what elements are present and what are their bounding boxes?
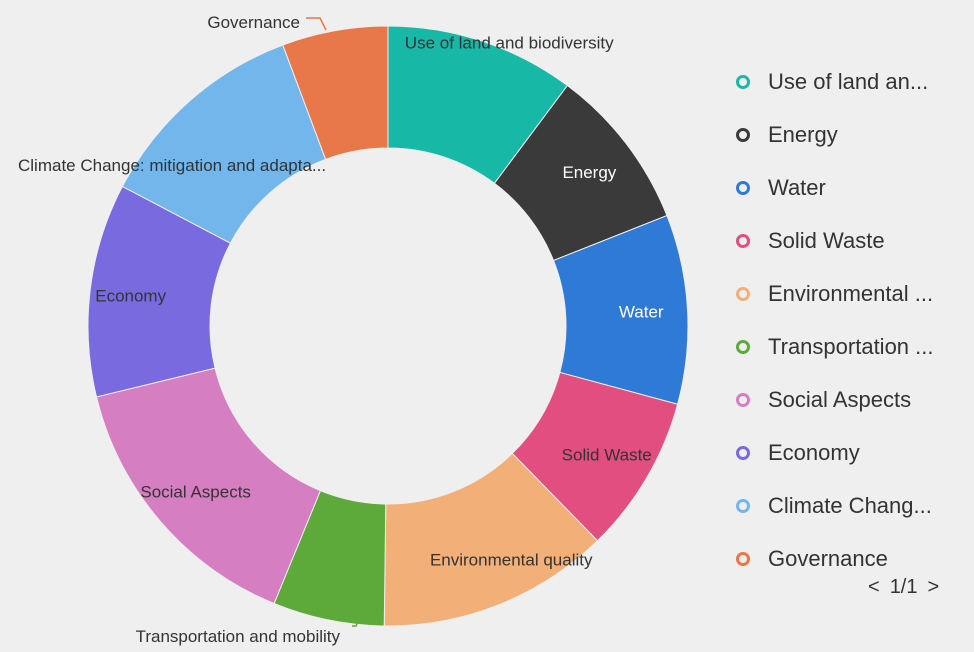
- donut-slice[interactable]: [282, 25, 389, 160]
- slice-label: Economy: [95, 286, 166, 305]
- legend-marker-icon: [736, 552, 750, 566]
- slice-label: Use of land and biodiversity: [405, 33, 614, 52]
- legend-item[interactable]: Environmental ...: [736, 274, 933, 314]
- legend-page-indicator: 1/1: [889, 576, 918, 598]
- legend-marker-icon: [736, 499, 750, 513]
- legend-item[interactable]: Solid Waste: [736, 221, 885, 261]
- slice-label: Governance: [207, 13, 300, 32]
- legend-label: Transportation ...: [768, 334, 934, 359]
- legend-label: Environmental ...: [768, 281, 934, 306]
- legend-item[interactable]: Climate Chang...: [736, 486, 932, 526]
- legend-label: Economy: [768, 440, 860, 465]
- legend-item[interactable]: Transportation ...: [736, 327, 933, 367]
- legend-marker-icon: [736, 234, 750, 248]
- slice-label: Solid Waste: [562, 445, 652, 464]
- legend-label: Solid Waste: [768, 228, 885, 253]
- legend-marker-icon: [736, 446, 750, 460]
- legend-pager: < 1/1 >: [864, 576, 943, 599]
- slice-label: Transportation and mobility: [136, 627, 341, 646]
- slice-label: Environmental quality: [430, 550, 593, 569]
- legend-label: Water: [768, 175, 826, 200]
- legend-label: Social Aspects: [768, 387, 912, 412]
- legend-marker-icon: [736, 75, 750, 89]
- legend-next-button[interactable]: >: [927, 576, 940, 598]
- legend-label: Climate Chang...: [768, 493, 932, 518]
- donut-chart: Use of land and biodiversity Energy Water S…: [18, 13, 689, 646]
- legend-label: Governance: [768, 546, 888, 571]
- legend-marker-icon: [736, 128, 750, 142]
- legend-label: Energy: [768, 122, 838, 147]
- legend-item[interactable]: Governance: [736, 539, 888, 579]
- leader-line: [306, 17, 327, 31]
- legend-item[interactable]: Economy: [736, 433, 860, 473]
- legend-item[interactable]: Use of land an...: [736, 62, 928, 102]
- slice-label: Water: [619, 303, 664, 322]
- legend-marker-icon: [736, 181, 750, 195]
- legend-marker-icon: [736, 287, 750, 301]
- slice-label: Social Aspects: [140, 482, 251, 501]
- legend-prev-button[interactable]: <: [868, 576, 880, 598]
- leader-line: [352, 611, 363, 627]
- legend-label: Use of land an...: [768, 69, 929, 94]
- legend-item[interactable]: Water: [736, 168, 826, 208]
- legend-marker-icon: [736, 393, 750, 407]
- slice-label: Energy: [562, 163, 616, 182]
- legend-marker-icon: [736, 340, 750, 354]
- legend-item[interactable]: Social Aspects: [736, 380, 911, 420]
- legend-item[interactable]: Energy: [736, 115, 838, 155]
- slice-label: Climate Change: mitigation and adapta...: [18, 156, 326, 175]
